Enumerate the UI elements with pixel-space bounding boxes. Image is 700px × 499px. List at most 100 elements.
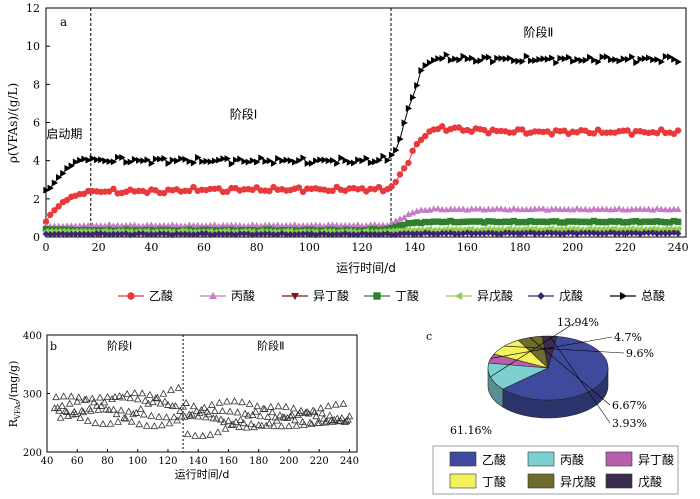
data-point	[355, 156, 362, 164]
data-point	[671, 55, 678, 63]
data-point	[321, 156, 328, 164]
data-point	[425, 225, 433, 233]
data-point	[283, 156, 290, 164]
data-point	[106, 158, 113, 165]
data-point	[215, 230, 223, 238]
x-tick-label: 240	[668, 241, 689, 254]
data-point	[393, 146, 400, 154]
data-point	[190, 183, 197, 191]
data-point	[207, 158, 214, 166]
data-point	[552, 229, 560, 237]
x-tick-label: 60	[197, 241, 211, 254]
data-point	[82, 395, 91, 403]
data-point	[77, 406, 86, 414]
data-point	[127, 158, 134, 166]
data-point	[230, 397, 239, 405]
data-point	[447, 56, 455, 64]
data-point	[459, 205, 467, 212]
x-tick-label: 140	[189, 456, 208, 467]
pie-percent-label: 3.93%	[612, 417, 647, 430]
legend-item: 戊酸	[528, 288, 583, 303]
data-point	[236, 230, 244, 238]
data-point	[354, 221, 362, 228]
data-point	[400, 165, 408, 172]
data-point	[295, 184, 303, 191]
data-point	[515, 57, 522, 65]
data-point	[210, 406, 219, 414]
data-point	[624, 127, 631, 134]
data-point	[117, 406, 125, 414]
data-point	[101, 230, 109, 238]
data-point	[268, 408, 277, 416]
data-point	[333, 230, 341, 238]
data-point	[544, 55, 552, 63]
data-point	[83, 416, 92, 424]
data-point	[309, 406, 318, 414]
data-point	[164, 230, 172, 238]
data-point	[553, 59, 560, 67]
data-point	[68, 162, 75, 170]
data-point	[190, 159, 198, 167]
data-point	[266, 187, 273, 195]
data-point	[98, 156, 105, 164]
data-point	[119, 153, 126, 161]
data-point	[80, 395, 89, 403]
data-point	[641, 229, 648, 237]
data-point	[498, 54, 505, 62]
data-point	[460, 52, 467, 60]
data-point	[189, 402, 198, 410]
series-line	[45, 53, 679, 191]
data-point	[226, 407, 234, 415]
data-point	[291, 416, 299, 424]
data-point	[421, 229, 429, 237]
pie-labels: 61.16% 13.94% 4.7% 9.6% 6.67% 3.93%	[450, 316, 654, 437]
pie-legend-swatch	[605, 473, 633, 489]
data-point	[150, 422, 159, 430]
data-point	[288, 411, 296, 419]
data-point	[358, 185, 366, 192]
data-point	[148, 159, 155, 167]
data-point	[318, 409, 327, 417]
data-point	[633, 59, 640, 67]
data-point	[186, 158, 193, 165]
legend-marker	[619, 292, 628, 300]
data-point	[244, 411, 253, 419]
pie-legend-label: 异戊酸	[560, 474, 596, 489]
data-point	[124, 407, 133, 415]
pie-leader-line	[490, 321, 577, 378]
data-point	[493, 205, 501, 212]
pie-legend-swatch	[449, 451, 477, 467]
data-point	[294, 410, 302, 418]
data-point	[316, 404, 325, 412]
data-point	[561, 55, 568, 63]
data-point	[224, 188, 231, 195]
data-point	[674, 127, 682, 134]
panel-c: c 61.16% 13.94% 4.7% 9.6% 6.67% 3.93% 乙酸 丙酸 异丁酸…	[426, 316, 679, 495]
data-point	[363, 154, 370, 162]
data-point	[118, 393, 127, 401]
data-point	[216, 156, 223, 164]
y-tick-label: 8	[33, 78, 40, 91]
data-point	[561, 127, 568, 134]
data-point	[612, 56, 619, 64]
panel-a-label: a	[60, 15, 67, 29]
data-point	[674, 218, 682, 225]
data-point	[94, 405, 103, 413]
data-point	[620, 55, 627, 63]
data-point	[481, 126, 488, 134]
data-point	[413, 140, 421, 148]
data-point	[548, 131, 555, 138]
data-point	[198, 431, 207, 439]
x-tick-label: 40	[144, 241, 158, 254]
data-point	[485, 229, 492, 237]
data-point	[560, 205, 568, 213]
data-point	[661, 205, 669, 213]
data-point	[58, 401, 67, 409]
y-tick-label: 4	[33, 155, 40, 168]
data-point	[367, 230, 374, 238]
data-point	[158, 421, 166, 429]
data-point	[171, 401, 180, 409]
panel-b: b 40 60 80 100 120 140 160 180 200 220 24020030040…	[7, 331, 359, 481]
data-point	[162, 413, 171, 421]
panel-b-label: b	[50, 340, 57, 353]
